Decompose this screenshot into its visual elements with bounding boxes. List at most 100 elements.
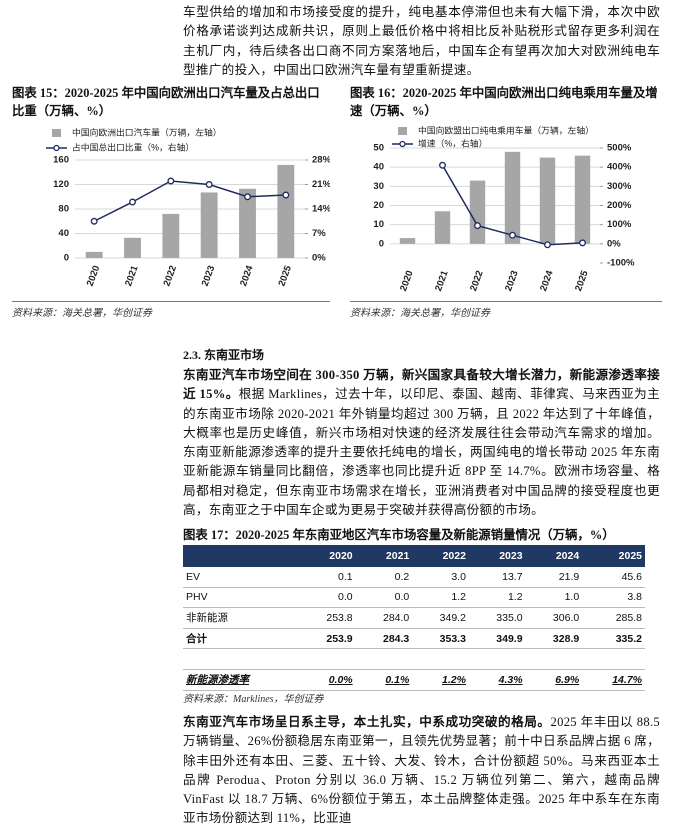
x-tick-label: 2020 [398,269,416,293]
y-tick-label: 20 [373,200,384,211]
x-tick-label: 2024 [238,263,256,287]
empty-cell [183,648,299,670]
x-tick-label: 2020 [85,264,103,288]
y2-tick-label: 14% [312,204,330,215]
y2-tick-label: 100% [607,219,632,230]
table-cell: 0.2 [355,567,413,588]
y2-tick-label: 21% [312,179,330,190]
line-marker [205,181,213,188]
table-cell: 6.9% [525,669,583,691]
table-title: 图表 17：2020-2025 年东南亚地区汽车市场容量及新能源销量情况（万辆，… [183,528,615,542]
y-tick-label: 0 [64,253,69,264]
bar [85,251,103,258]
table-cell: 253.8 [299,607,356,629]
header-row: 2020 2021 2022 2023 2024 2025 [183,545,645,567]
legend-label: 占中国总出口比重（%，右轴） [72,141,194,152]
y-tick-label: 40 [373,162,384,173]
chart: 0 40 80 120 160 0% 7% 14% 21% 28% 2020 2021 2022 2023… [46,126,330,288]
line-marker [90,217,98,225]
y2-tick-label: 500% [607,143,632,154]
table-row: 新能源渗透率 0.0% 0.1% 1.2% 4.3% 6.9% 14.7% [183,669,645,691]
row-label: 新能源渗透率 [183,669,299,691]
y-tick-label: 40 [58,228,69,239]
line-series [93,180,286,222]
legend-marker [53,144,60,152]
line-marker [579,239,586,247]
bar [504,151,521,244]
data-table: 2020 2021 2022 2023 2024 2025 EV 0.1 0.2 3.0 13.7 2… [183,545,645,691]
lead-sentence: 东南亚汽车市场呈日系主导，本土扎实，中系成功突破的格局。 [183,715,551,729]
table-cell: 4.3% [468,669,526,691]
x-tick-label: 2025 [276,263,294,287]
line-marker [439,161,446,169]
body-text: 2025 年丰田以 88.5 万辆销量、26%份额稳居东南亚第一，且领先优势显著… [183,715,660,826]
table-cell: 1.2 [468,587,526,609]
bar [277,164,295,258]
x-tick-label: 2021 [433,268,451,292]
line-marker [282,191,290,199]
table-cell: 253.9 [299,628,356,650]
y2-tick-label: 28% [312,155,330,166]
header-cell: 2022 [412,545,469,567]
table-cell: 0.1% [355,669,413,691]
legend-swatch [52,129,61,137]
lead-sentence: 东南亚汽车市场空间在 300-350 万辆，新兴国家具备较大增长潜力，新能源渗透… [183,368,660,402]
y2-tick-label: -100% [607,258,635,269]
y-tick-label: 30 [373,181,384,192]
table-cell: 349.9 [468,628,526,650]
x-tick-label: 2022 [161,264,179,288]
table-cell: 1.2 [412,587,469,609]
table-cell: 3.0 [412,567,469,588]
table-cell: 306.0 [525,607,583,629]
bar [469,180,486,244]
intro-paragraph: 车型供给的增加和市场接受度的提升，纯电基本停滞但也未有大幅下滑，本次中欧价格承诺… [183,5,660,77]
x-tick-label: 2025 [573,268,591,292]
body-text: 根据 Marklines，过去十年，以印尼、泰国、越南、菲律宾、马来西亚为主的东… [183,387,660,518]
y-tick-label: 120 [53,179,69,190]
row-label: 合计 [183,628,299,650]
table-cell: 0.0 [299,587,356,609]
table-source: 资料来源：Marklines，华创证券 [183,694,324,705]
y2-tick-label: 0% [312,253,326,264]
figure-title: 图表 15：2020-2025 年中国向欧洲出口汽车量及占总出口比重（万辆、%） [12,86,320,118]
section-paragraph: 东南亚汽车市场空间在 300-350 万辆，新兴国家具备较大增长潜力，新能源渗透… [183,366,660,520]
bar [399,238,416,244]
row-label: EV [183,567,299,588]
bar [239,188,256,258]
empty-cell [299,648,356,670]
y-tick-label: 10 [373,219,384,230]
header-cell [183,545,299,567]
table-cell: 349.2 [412,607,469,629]
table-row: 合计 253.9 284.3 353.3 349.9 328.9 335.2 [183,628,645,650]
empty-cell [582,648,645,670]
y2-tick-label: 300% [607,181,632,192]
y-tick-label: 80 [58,204,69,215]
table-cell: 3.8 [582,587,645,609]
page: {"intro": {"text": "车型供给的增加和市场接受度的提升，纯电基… [12,5,662,826]
line-marker [244,193,251,201]
legend-label: 中国向欧洲出口汽车量（万辆，左轴） [72,126,222,137]
y-tick-label: 0 [379,238,384,249]
x-tick-label: 2021 [123,263,141,287]
bar [539,157,556,244]
table-cell: 21.9 [525,567,583,588]
table-row: EV 0.1 0.2 3.0 13.7 21.9 45.6 [183,567,645,588]
legend-swatch [398,127,407,135]
table-cell: 335.2 [582,628,645,650]
bar [434,211,451,244]
table-cell: 1.0 [525,587,583,609]
closing-paragraph: 东南亚汽车市场呈日系主导，本土扎实，中系成功突破的格局。2025 年丰田以 88… [183,713,660,829]
y2-tick-label: 0% [607,238,621,249]
table-cell: 353.3 [412,628,469,650]
row-label: PHV [183,587,299,609]
spacer-row [183,648,645,670]
table-cell: 285.8 [582,607,645,629]
line-marker [509,231,516,239]
header-cell: 2020 [299,545,356,567]
table-row: 非新能源 253.8 284.0 349.2 335.0 306.0 285.8 [183,607,645,629]
table-cell: 335.0 [468,607,526,629]
figure-title: 图表 16：2020-2025 年中国向欧洲出口纯电乘用车量及增速（万辆、%） [350,86,658,118]
x-tick-label: 2023 [503,269,521,293]
bar [124,237,141,258]
line-marker [474,222,481,230]
